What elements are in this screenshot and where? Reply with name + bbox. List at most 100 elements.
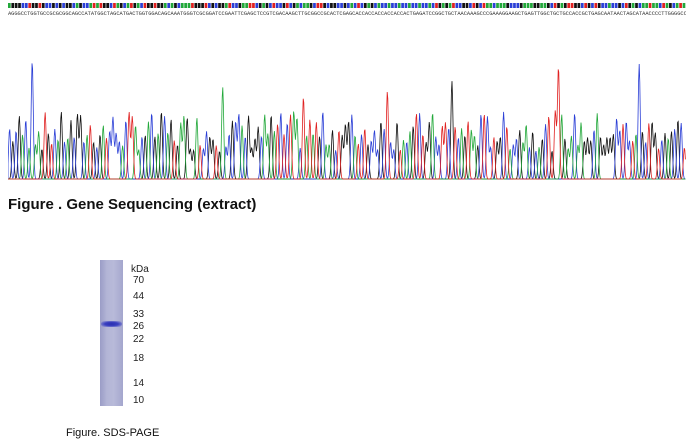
gel-unit-label: kDa [131,264,149,275]
base-cell [438,3,442,8]
base-cell [31,3,35,8]
base-cell [462,3,465,8]
base-cell [309,3,313,8]
base-cell [146,3,150,8]
marker-label: 22 [133,334,145,345]
base-cell [618,3,621,8]
base-cell [82,3,86,8]
base-cell [536,3,540,8]
base-cell [624,3,628,8]
base-cell [594,3,598,8]
base-cell [580,3,584,8]
base-cell [628,3,632,8]
base-cell [587,3,591,8]
base-cell [258,3,262,8]
base-cell [52,3,55,8]
base-cell [194,3,198,8]
sequencing-chromatogram [8,63,686,180]
base-cell [18,3,21,8]
base-cell [340,3,343,8]
base-cell [28,3,32,8]
base-cell [163,3,167,8]
base-cell [323,3,326,8]
base-cell [614,3,618,8]
base-cell [35,3,38,8]
base-cell [357,3,360,8]
base-cell [255,3,259,8]
figure2-caption: Figure. SDS-PAGE [66,427,160,439]
base-cell [411,3,415,8]
base-cell [475,3,479,8]
base-cell [14,3,18,8]
base-cell [601,3,604,8]
base-cell [187,3,191,8]
base-cell [224,3,228,8]
base-cell [370,3,374,8]
base-cell [140,3,143,8]
base-cell [126,3,130,8]
marker-label: 26 [133,321,145,332]
base-cell [8,3,11,8]
base-cell [353,3,357,8]
base-cell [330,3,333,8]
base-cell [363,3,367,8]
base-cell [401,3,404,8]
base-cell [489,3,493,8]
base-cell [204,3,208,8]
base-cell [421,3,425,8]
base-cell [272,3,276,8]
base-cell [553,3,557,8]
chromatogram-trace [8,69,686,180]
base-cell [265,3,269,8]
base-cell [58,3,62,8]
base-cell [458,3,462,8]
base-cell [167,3,171,8]
protein-band [101,321,122,327]
base-cell [252,3,255,8]
base-cell [55,3,59,8]
base-cell [102,3,106,8]
base-cell [380,3,384,8]
base-cell [499,3,503,8]
marker-label: 44 [133,291,145,302]
base-cell [472,3,476,8]
base-cell [533,3,537,8]
base-cell [262,3,265,8]
base-cell [201,3,204,8]
base-cell [62,3,65,8]
base-cell [384,3,387,8]
base-cell [523,3,526,8]
base-cell [441,3,445,8]
base-cell [279,3,282,8]
marker-label: 18 [133,353,145,364]
base-cell [387,3,391,8]
base-cell [611,3,615,8]
base-cell [238,3,242,8]
base-cell [584,3,588,8]
base-cell [391,3,394,8]
base-cell [669,3,672,8]
base-cell [658,3,662,8]
base-cell [445,3,449,8]
base-cell [479,3,482,8]
base-cell [604,3,608,8]
base-cell [397,3,401,8]
base-cell [113,3,116,8]
base-cell [591,3,594,8]
base-cell [11,3,15,8]
marker-label: 14 [133,378,145,389]
base-cell [492,3,496,8]
base-cell [45,3,48,8]
base-cell [608,3,611,8]
marker-label: 70 [133,275,145,286]
base-cell [570,3,574,8]
base-cell [75,3,79,8]
marker-label: 10 [133,395,145,406]
base-cell [431,3,435,8]
base-cell [638,3,642,8]
base-cell [153,3,157,8]
base-cell [136,3,140,8]
chromatogram-trace [8,63,686,180]
base-cell [157,3,160,8]
base-cell [150,3,154,8]
